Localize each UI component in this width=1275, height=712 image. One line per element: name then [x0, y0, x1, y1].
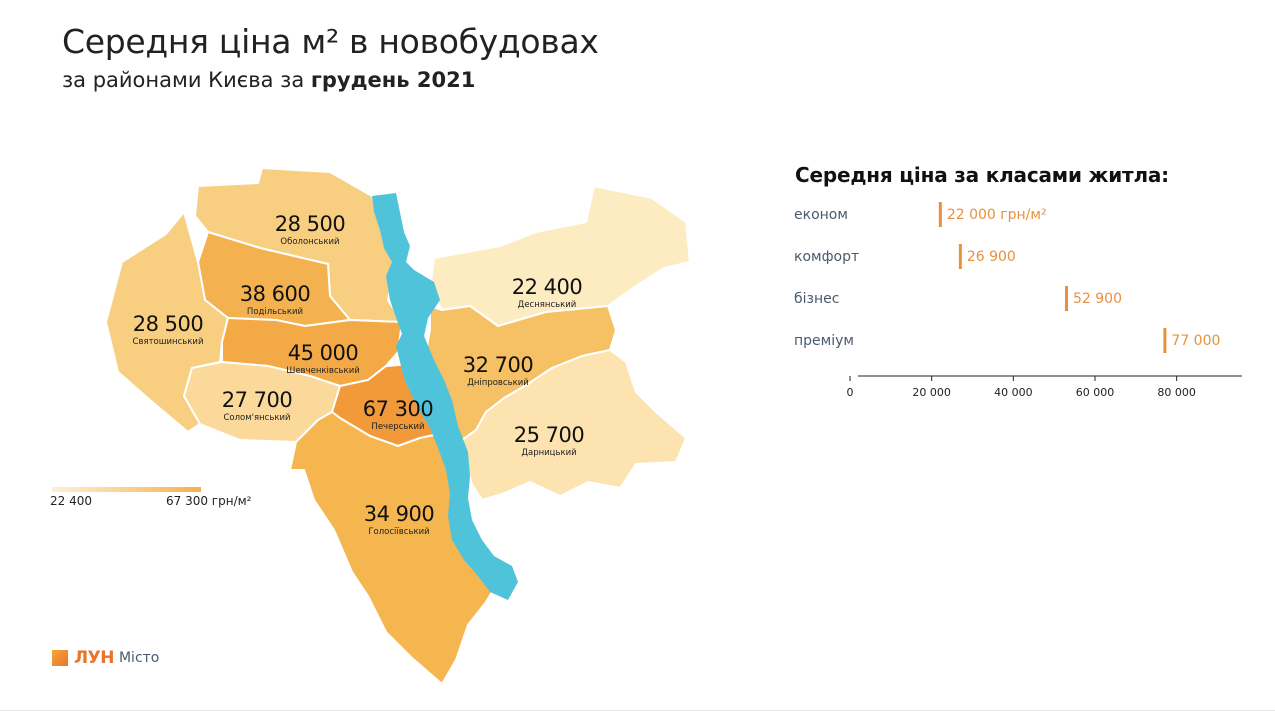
dnipro-river — [372, 193, 518, 600]
district-name-podil: Подільський — [247, 307, 303, 317]
category-label: комфорт — [794, 249, 859, 265]
district-name-desna: Деснянський — [518, 300, 577, 310]
page-subtitle: за районами Києва за грудень 2021 — [62, 68, 475, 92]
legend-max-label: 67 300 грн/м² — [166, 494, 252, 508]
district-value-holosiiv: 34 900 — [364, 502, 434, 526]
bar-value-label: 22 000 грн/м² — [947, 207, 1047, 223]
chart-title: Середня ціна за класами житла: — [795, 163, 1169, 187]
district-name-shevchenko: Шевченківський — [286, 366, 360, 376]
x-tick-label: 20 000 — [912, 386, 951, 399]
district-value-solomian: 27 700 — [222, 388, 292, 412]
bar-value-label: 52 900 — [1073, 291, 1122, 307]
category-label: преміум — [794, 333, 854, 349]
bar-value-label: 26 900 — [967, 249, 1016, 265]
district-value-sviatoshyn: 28 500 — [133, 312, 203, 336]
lun-logo: ЛУН Місто — [52, 648, 159, 668]
x-tick-label: 0 — [847, 386, 854, 399]
x-tick-label: 40 000 — [994, 386, 1033, 399]
subtitle-period: грудень 2021 — [310, 68, 476, 92]
x-tick-label: 80 000 — [1157, 386, 1196, 399]
district-value-dnipro: 32 700 — [463, 353, 533, 377]
bar-marker — [1163, 328, 1167, 353]
district-value-podil: 38 600 — [240, 282, 310, 306]
legend-min-label: 22 400 — [50, 494, 92, 508]
legend-gradient-bar — [52, 487, 201, 492]
district-name-holosiiv: Голосіївський — [368, 527, 429, 537]
district-name-solomian: Солом'янський — [223, 413, 290, 423]
district-darnytsia[interactable] — [461, 349, 687, 501]
bar-value-label: 77 000 — [1171, 333, 1220, 349]
subtitle-prefix: за районами Києва за — [62, 68, 311, 92]
district-name-pechersk: Печерський — [371, 422, 424, 432]
lun-logo-icon — [52, 650, 68, 666]
district-value-shevchenko: 45 000 — [288, 341, 358, 365]
bar-marker — [958, 244, 962, 269]
price-class-bar-chart: економ 22 000 грн/м² комфорт 26 900 бізнес 52… — [794, 202, 1242, 399]
district-name-obolon: Оболонський — [280, 237, 339, 247]
footer-divider — [0, 710, 1275, 711]
bar-marker — [1065, 286, 1069, 311]
logo-sub: Місто — [118, 650, 160, 666]
district-name-darnytsia: Дарницький — [521, 448, 576, 458]
district-value-darnytsia: 25 700 — [514, 423, 584, 447]
bar-marker — [938, 202, 942, 227]
logo-word: ЛУН — [74, 648, 114, 668]
district-value-desna: 22 400 — [512, 275, 582, 299]
district-holosiiv[interactable] — [289, 411, 499, 685]
district-name-sviatoshyn: Святошинський — [133, 337, 204, 347]
district-value-pechersk: 67 300 — [363, 397, 433, 421]
district-name-dnipro: Дніпровський — [467, 378, 529, 388]
district-value-obolon: 28 500 — [275, 212, 345, 236]
category-label: бізнес — [794, 291, 839, 307]
x-tick-label: 60 000 — [1076, 386, 1115, 399]
page-title: Середня ціна м² в новобудовах — [62, 22, 599, 61]
category-label: економ — [794, 207, 848, 223]
